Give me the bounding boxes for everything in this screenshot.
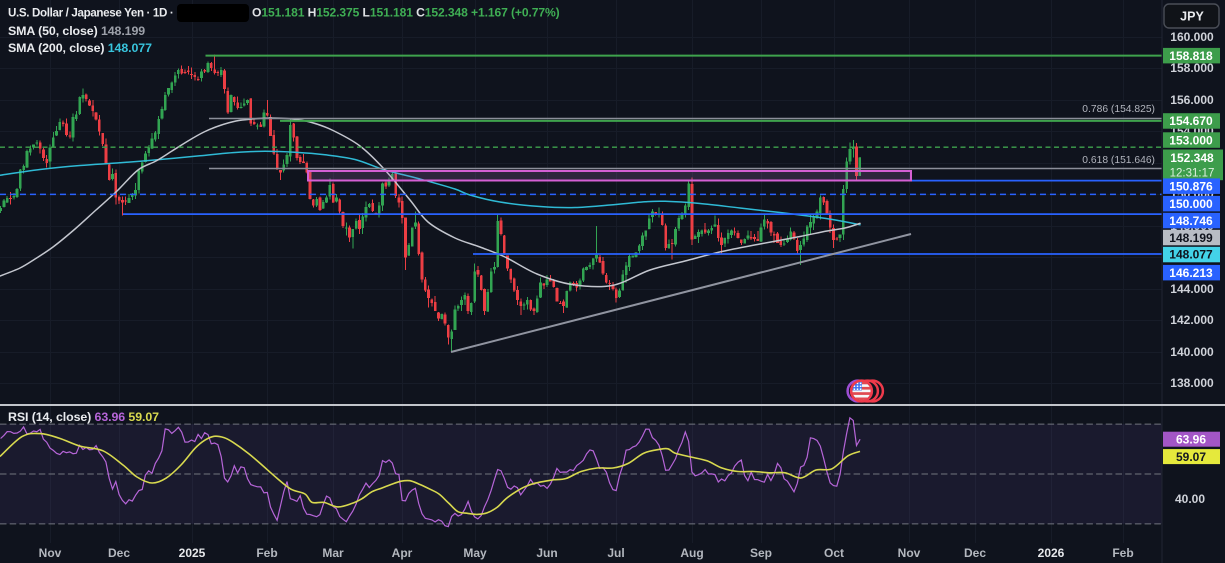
svg-text:Nov: Nov	[898, 546, 921, 560]
svg-text:40.00: 40.00	[1175, 492, 1205, 506]
svg-text:156.000: 156.000	[1170, 93, 1214, 107]
svg-text:148.199: 148.199	[1169, 231, 1213, 245]
svg-text:Dec: Dec	[964, 546, 986, 560]
svg-text:Mar: Mar	[322, 546, 344, 560]
svg-text:Apr: Apr	[392, 546, 413, 560]
svg-text:0.618 (151.646): 0.618 (151.646)	[1082, 155, 1155, 166]
svg-text:160.000: 160.000	[1170, 30, 1214, 44]
svg-text:O151.181 H152.375 L151.181 C15: O151.181 H152.375 L151.181 C152.348 +1.1…	[252, 6, 560, 20]
svg-text:142.000: 142.000	[1170, 313, 1214, 327]
svg-text:Oct: Oct	[824, 546, 844, 560]
svg-text:148.077: 148.077	[1169, 248, 1213, 262]
svg-text:May: May	[463, 546, 487, 560]
svg-text:Feb: Feb	[1112, 546, 1133, 560]
svg-text:63.96: 63.96	[1176, 432, 1206, 446]
svg-text:158.000: 158.000	[1170, 61, 1214, 75]
svg-text:2026: 2026	[1038, 546, 1065, 560]
svg-text:JPY: JPY	[1180, 10, 1204, 24]
svg-text:SMA (50, close) 148.199: SMA (50, close) 148.199	[8, 24, 145, 38]
svg-text:RSI (14, close) 63.96 59.07: RSI (14, close) 63.96 59.07	[8, 410, 159, 424]
svg-text:158.818: 158.818	[1169, 49, 1213, 63]
svg-text:Jul: Jul	[607, 546, 624, 560]
svg-text:146.213: 146.213	[1169, 266, 1213, 280]
svg-text:U.S. Dollar / Japanese Yen · 1: U.S. Dollar / Japanese Yen · 1D ·	[8, 7, 173, 20]
svg-text:Jun: Jun	[536, 546, 557, 560]
svg-text:152.348: 152.348	[1170, 151, 1214, 165]
svg-text:Feb: Feb	[256, 546, 277, 560]
svg-text:138.000: 138.000	[1170, 376, 1214, 390]
svg-text:0.786 (154.825): 0.786 (154.825)	[1082, 104, 1155, 115]
svg-text:144.000: 144.000	[1170, 282, 1214, 296]
svg-text:154.670: 154.670	[1169, 114, 1213, 128]
svg-text:Nov: Nov	[39, 546, 62, 560]
svg-text:12:31:17: 12:31:17	[1170, 168, 1215, 180]
svg-text:59.07: 59.07	[1176, 450, 1206, 464]
svg-text:140.000: 140.000	[1170, 345, 1214, 359]
svg-text:2025: 2025	[179, 546, 206, 560]
svg-text:Sep: Sep	[750, 546, 772, 560]
svg-text:150.000: 150.000	[1169, 197, 1213, 211]
svg-text:150.876: 150.876	[1169, 179, 1213, 193]
svg-text:SMA (200, close) 148.077: SMA (200, close) 148.077	[8, 41, 152, 55]
svg-text:153.000: 153.000	[1169, 133, 1213, 147]
svg-text:148.746: 148.746	[1169, 214, 1213, 228]
svg-text:Dec: Dec	[108, 546, 130, 560]
svg-text:Aug: Aug	[680, 546, 703, 560]
